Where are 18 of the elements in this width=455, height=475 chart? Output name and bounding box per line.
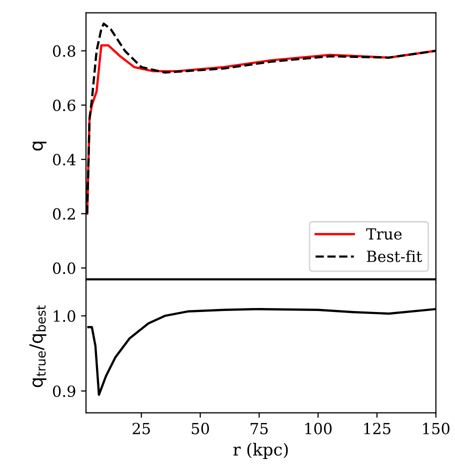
y-tick-label: 0.4 <box>52 154 76 166</box>
y-tick-label: 1.0 <box>54 310 76 322</box>
x-tick-label: 25 <box>132 422 150 434</box>
x-tick-label: 50 <box>192 422 209 434</box>
y-axis-title: q <box>32 142 46 151</box>
legend-label: Best-fit <box>366 250 422 262</box>
x-tick-label: 100 <box>305 422 332 434</box>
y-tick-label: 0.6 <box>52 100 76 112</box>
x-tick-label: 75 <box>250 422 268 434</box>
y-tick-label: 0.2 <box>52 208 75 220</box>
legend-label: True <box>366 228 402 240</box>
y-tick-label: 0.0 <box>52 262 76 274</box>
y-tick-label: 0.8 <box>52 45 76 57</box>
x-tick-label: 125 <box>364 422 390 434</box>
y-axis-title: q$_{true}$/q$_{best}$ <box>29 305 46 388</box>
y-tick-label: 0.9 <box>52 385 76 398</box>
x-axis-title: r (kpc) <box>233 442 288 459</box>
x-tick-label: 150 <box>423 422 450 434</box>
